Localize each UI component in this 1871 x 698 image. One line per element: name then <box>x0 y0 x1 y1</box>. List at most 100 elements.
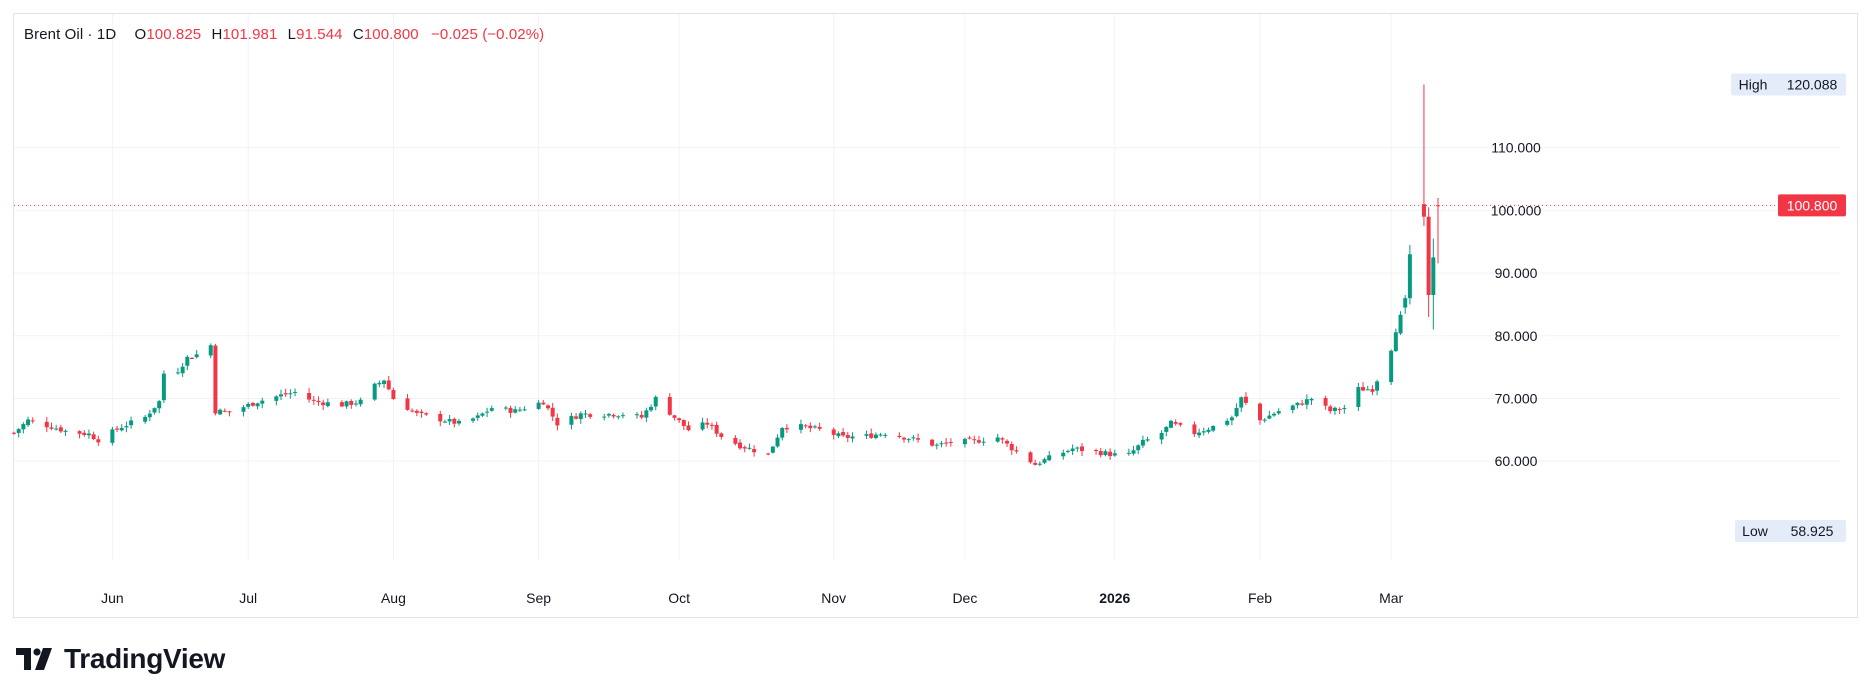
candle-body <box>733 437 738 444</box>
candle-body <box>58 427 63 432</box>
candle-body <box>602 416 607 418</box>
candle-body <box>63 430 68 432</box>
low-value: 58.925 <box>1791 523 1834 539</box>
candle-body <box>129 420 134 426</box>
candle-body <box>1375 381 1380 391</box>
candle-body <box>1112 453 1117 456</box>
candle-body <box>1234 407 1239 417</box>
candle-body <box>241 407 246 412</box>
candle-body <box>1239 397 1244 408</box>
candle-body <box>12 432 16 434</box>
candle-body <box>1136 445 1141 451</box>
candle-body <box>1126 452 1131 454</box>
candle-body <box>873 434 878 438</box>
candle-body <box>161 373 166 401</box>
candle-body <box>709 424 714 426</box>
candle-body <box>677 418 682 421</box>
candle-body <box>705 422 710 425</box>
low-label: Low <box>1742 523 1769 539</box>
high-badge <box>1731 73 1846 96</box>
candle-body <box>742 447 747 449</box>
candle-body <box>1197 432 1202 436</box>
candle-body <box>1295 402 1300 406</box>
candle-body <box>546 405 550 409</box>
candle-body <box>766 453 771 455</box>
candle-body <box>213 345 218 414</box>
y-tick-label: 110.000 <box>1491 140 1541 156</box>
candle-body <box>1042 459 1047 463</box>
candle-body <box>475 415 480 418</box>
y-tick-label: 60.000 <box>1495 453 1538 469</box>
candle-body <box>1164 426 1169 432</box>
tradingview-logo-icon <box>16 648 52 670</box>
ohlc-legend: Brent Oil · 1D O100.825 H101.981 L91.544… <box>24 26 544 43</box>
candlestick-chart[interactable]: 60.000 70.000 80.000 90.000 100.000 110.000 Ju… <box>0 0 1871 640</box>
candle-body <box>391 389 396 399</box>
candle-body <box>316 400 321 403</box>
candle-body <box>1108 451 1113 457</box>
candle-body <box>869 433 874 438</box>
symbol-title[interactable]: Brent Oil · 1D <box>24 26 117 43</box>
candle-body <box>1403 298 1408 308</box>
candle-body <box>522 409 527 411</box>
candle-body <box>358 399 363 405</box>
candle-body <box>349 400 354 405</box>
candle-body <box>1361 387 1366 391</box>
candle-body <box>438 413 443 422</box>
high-label: H <box>211 26 223 43</box>
brand-name: TradingView <box>64 643 226 674</box>
candle-body <box>372 383 377 400</box>
candle-body <box>513 409 518 413</box>
candle-body <box>442 421 447 423</box>
candle-body <box>339 402 344 407</box>
candle-body <box>447 419 452 422</box>
candle-body <box>948 442 953 444</box>
x-tick-label: Feb <box>1248 590 1272 606</box>
candle-body <box>119 427 124 431</box>
candle-body <box>1262 419 1267 421</box>
x-tick-label: Sep <box>526 590 551 606</box>
candle-body <box>1229 417 1234 421</box>
candle-body <box>1131 450 1136 454</box>
candle-body <box>916 438 921 440</box>
candle-body <box>26 419 31 426</box>
candle-body <box>382 380 387 385</box>
candle-body <box>719 433 724 437</box>
axes: 60.000 70.000 80.000 90.000 100.000 110.000 Ju… <box>101 140 1541 606</box>
y-tick-label: 80.000 <box>1495 328 1538 344</box>
close-value: 100.800 <box>363 26 419 43</box>
candle-body <box>831 429 836 435</box>
candle-body <box>1300 403 1305 405</box>
candle-body <box>841 432 846 436</box>
candle-body <box>836 433 841 437</box>
candle-body <box>747 447 752 449</box>
tradingview-logo[interactable]: TradingView <box>16 643 225 675</box>
candle-body <box>616 416 621 418</box>
candle-body <box>738 442 743 449</box>
candle-body <box>1047 455 1052 461</box>
candle-body <box>54 428 59 430</box>
candle-body <box>485 411 490 413</box>
candle-body <box>325 402 330 407</box>
candle-body <box>1389 350 1394 383</box>
y-tick-label: 100.000 <box>1491 202 1542 218</box>
low-value: 91.544 <box>296 26 343 43</box>
candle-body <box>77 431 82 434</box>
low-badge <box>1735 520 1846 542</box>
candle-series[interactable] <box>12 84 1440 467</box>
candle-body <box>981 441 986 443</box>
candle-body <box>1140 439 1145 446</box>
candle-body <box>246 403 251 407</box>
low-label: L <box>287 26 297 43</box>
candle-body <box>503 407 508 409</box>
candle-body <box>405 398 410 410</box>
candle-body <box>260 400 265 404</box>
candle-body <box>1272 413 1277 416</box>
candle-body <box>222 410 227 412</box>
candle-body <box>1000 438 1005 440</box>
open-label: O <box>134 26 147 43</box>
candle-body <box>1103 451 1108 456</box>
candle-body <box>190 357 194 359</box>
candle-body <box>798 424 803 430</box>
candle-body <box>185 356 190 366</box>
